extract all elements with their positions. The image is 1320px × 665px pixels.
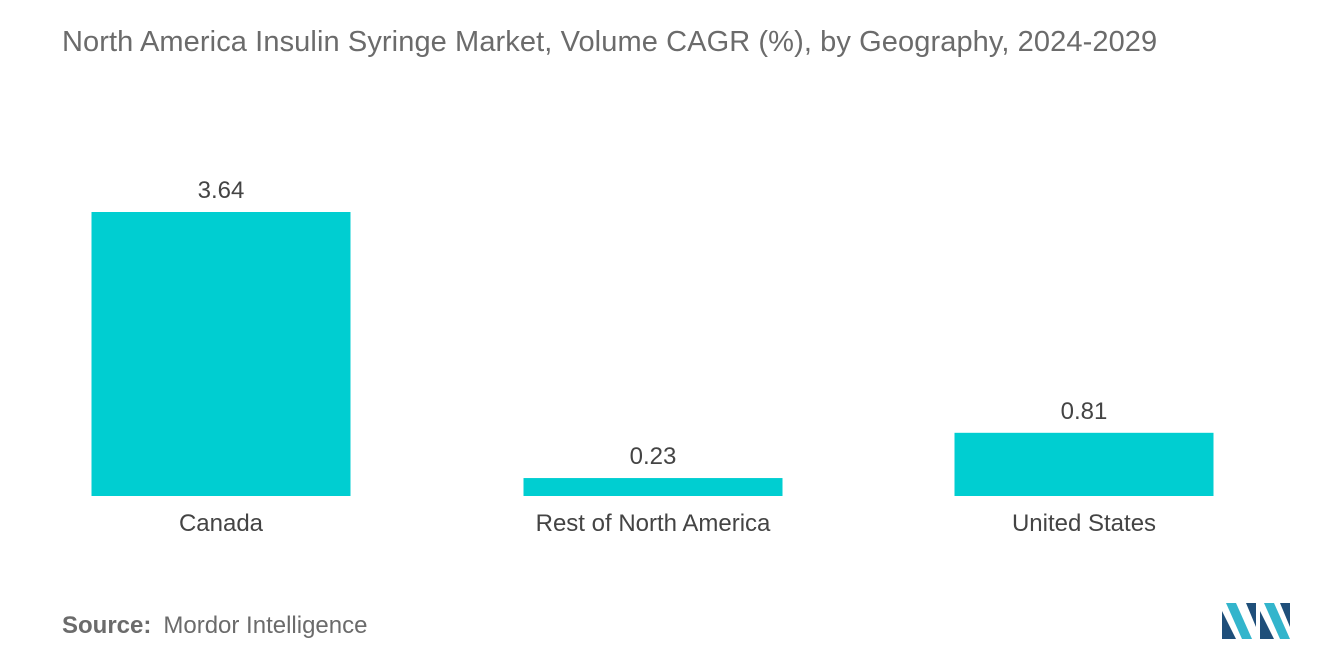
category-label: United States [1012, 510, 1156, 537]
source-note: Source: Mordor Intelligence [62, 612, 367, 640]
bar-united-states [954, 432, 1214, 496]
category-label: Canada [179, 510, 264, 537]
source-label: Source: [62, 612, 152, 639]
source-value: Mordor Intelligence [163, 612, 368, 639]
bar-canada [91, 212, 351, 496]
bar-chart: 3.64 Canada 0.23 Rest of North America 0.81 U… [91, 177, 1214, 537]
value-label: 0.81 [1061, 398, 1108, 425]
bar-rest-of-north-america [523, 478, 783, 496]
mordor-intelligence-logo-icon [1222, 603, 1290, 639]
value-label: 0.23 [630, 443, 677, 470]
value-label: 3.64 [198, 177, 245, 204]
category-label: Rest of North America [536, 510, 771, 537]
chart-title: North America Insulin Syringe Market, Vo… [62, 26, 1158, 58]
